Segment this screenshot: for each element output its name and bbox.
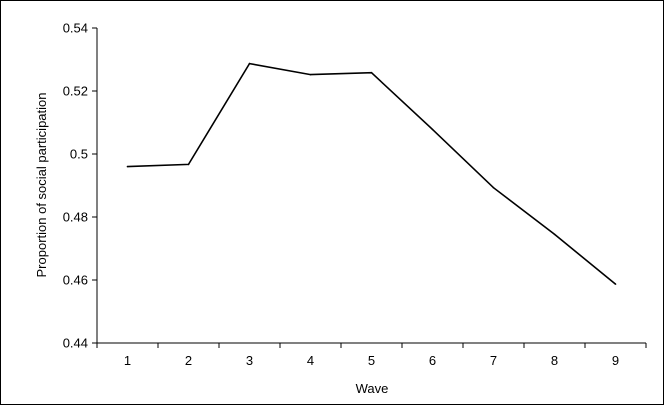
x-tick-label: 1: [124, 353, 131, 368]
x-tick-label: 6: [429, 353, 436, 368]
x-tick-label: 2: [185, 353, 192, 368]
y-tick-label: 0.46: [63, 273, 88, 288]
data-point: [309, 73, 312, 76]
y-tick-label: 0.44: [63, 336, 88, 351]
y-axis-title: Proportion of social participation: [34, 93, 49, 278]
x-axis-title: Wave: [356, 381, 389, 396]
x-tick-label: 7: [490, 353, 497, 368]
series-line: [127, 62, 617, 285]
x-tick-label: 5: [368, 353, 375, 368]
data-point: [126, 165, 129, 168]
data-point: [614, 283, 617, 285]
data-point: [187, 163, 190, 166]
data-point: [431, 128, 434, 131]
y-tick-label: 0.48: [63, 210, 88, 225]
y-tick-label: 0.52: [63, 84, 88, 99]
plot-area: 0.44 0.46 0.48 0.5 0.52 0.54 1 2 3 4 5 6 7 8 9: [63, 21, 647, 368]
x-tick-label: 3: [246, 353, 253, 368]
data-point: [553, 233, 556, 236]
x-tick-label: 4: [307, 353, 314, 368]
data-point: [248, 62, 251, 65]
data-point: [492, 186, 495, 189]
y-tick-label: 0.5: [70, 147, 88, 162]
data-point: [370, 71, 373, 74]
x-tick-label: 9: [612, 353, 619, 368]
x-tick-label: 8: [551, 353, 558, 368]
y-tick-label: 0.54: [63, 21, 88, 36]
